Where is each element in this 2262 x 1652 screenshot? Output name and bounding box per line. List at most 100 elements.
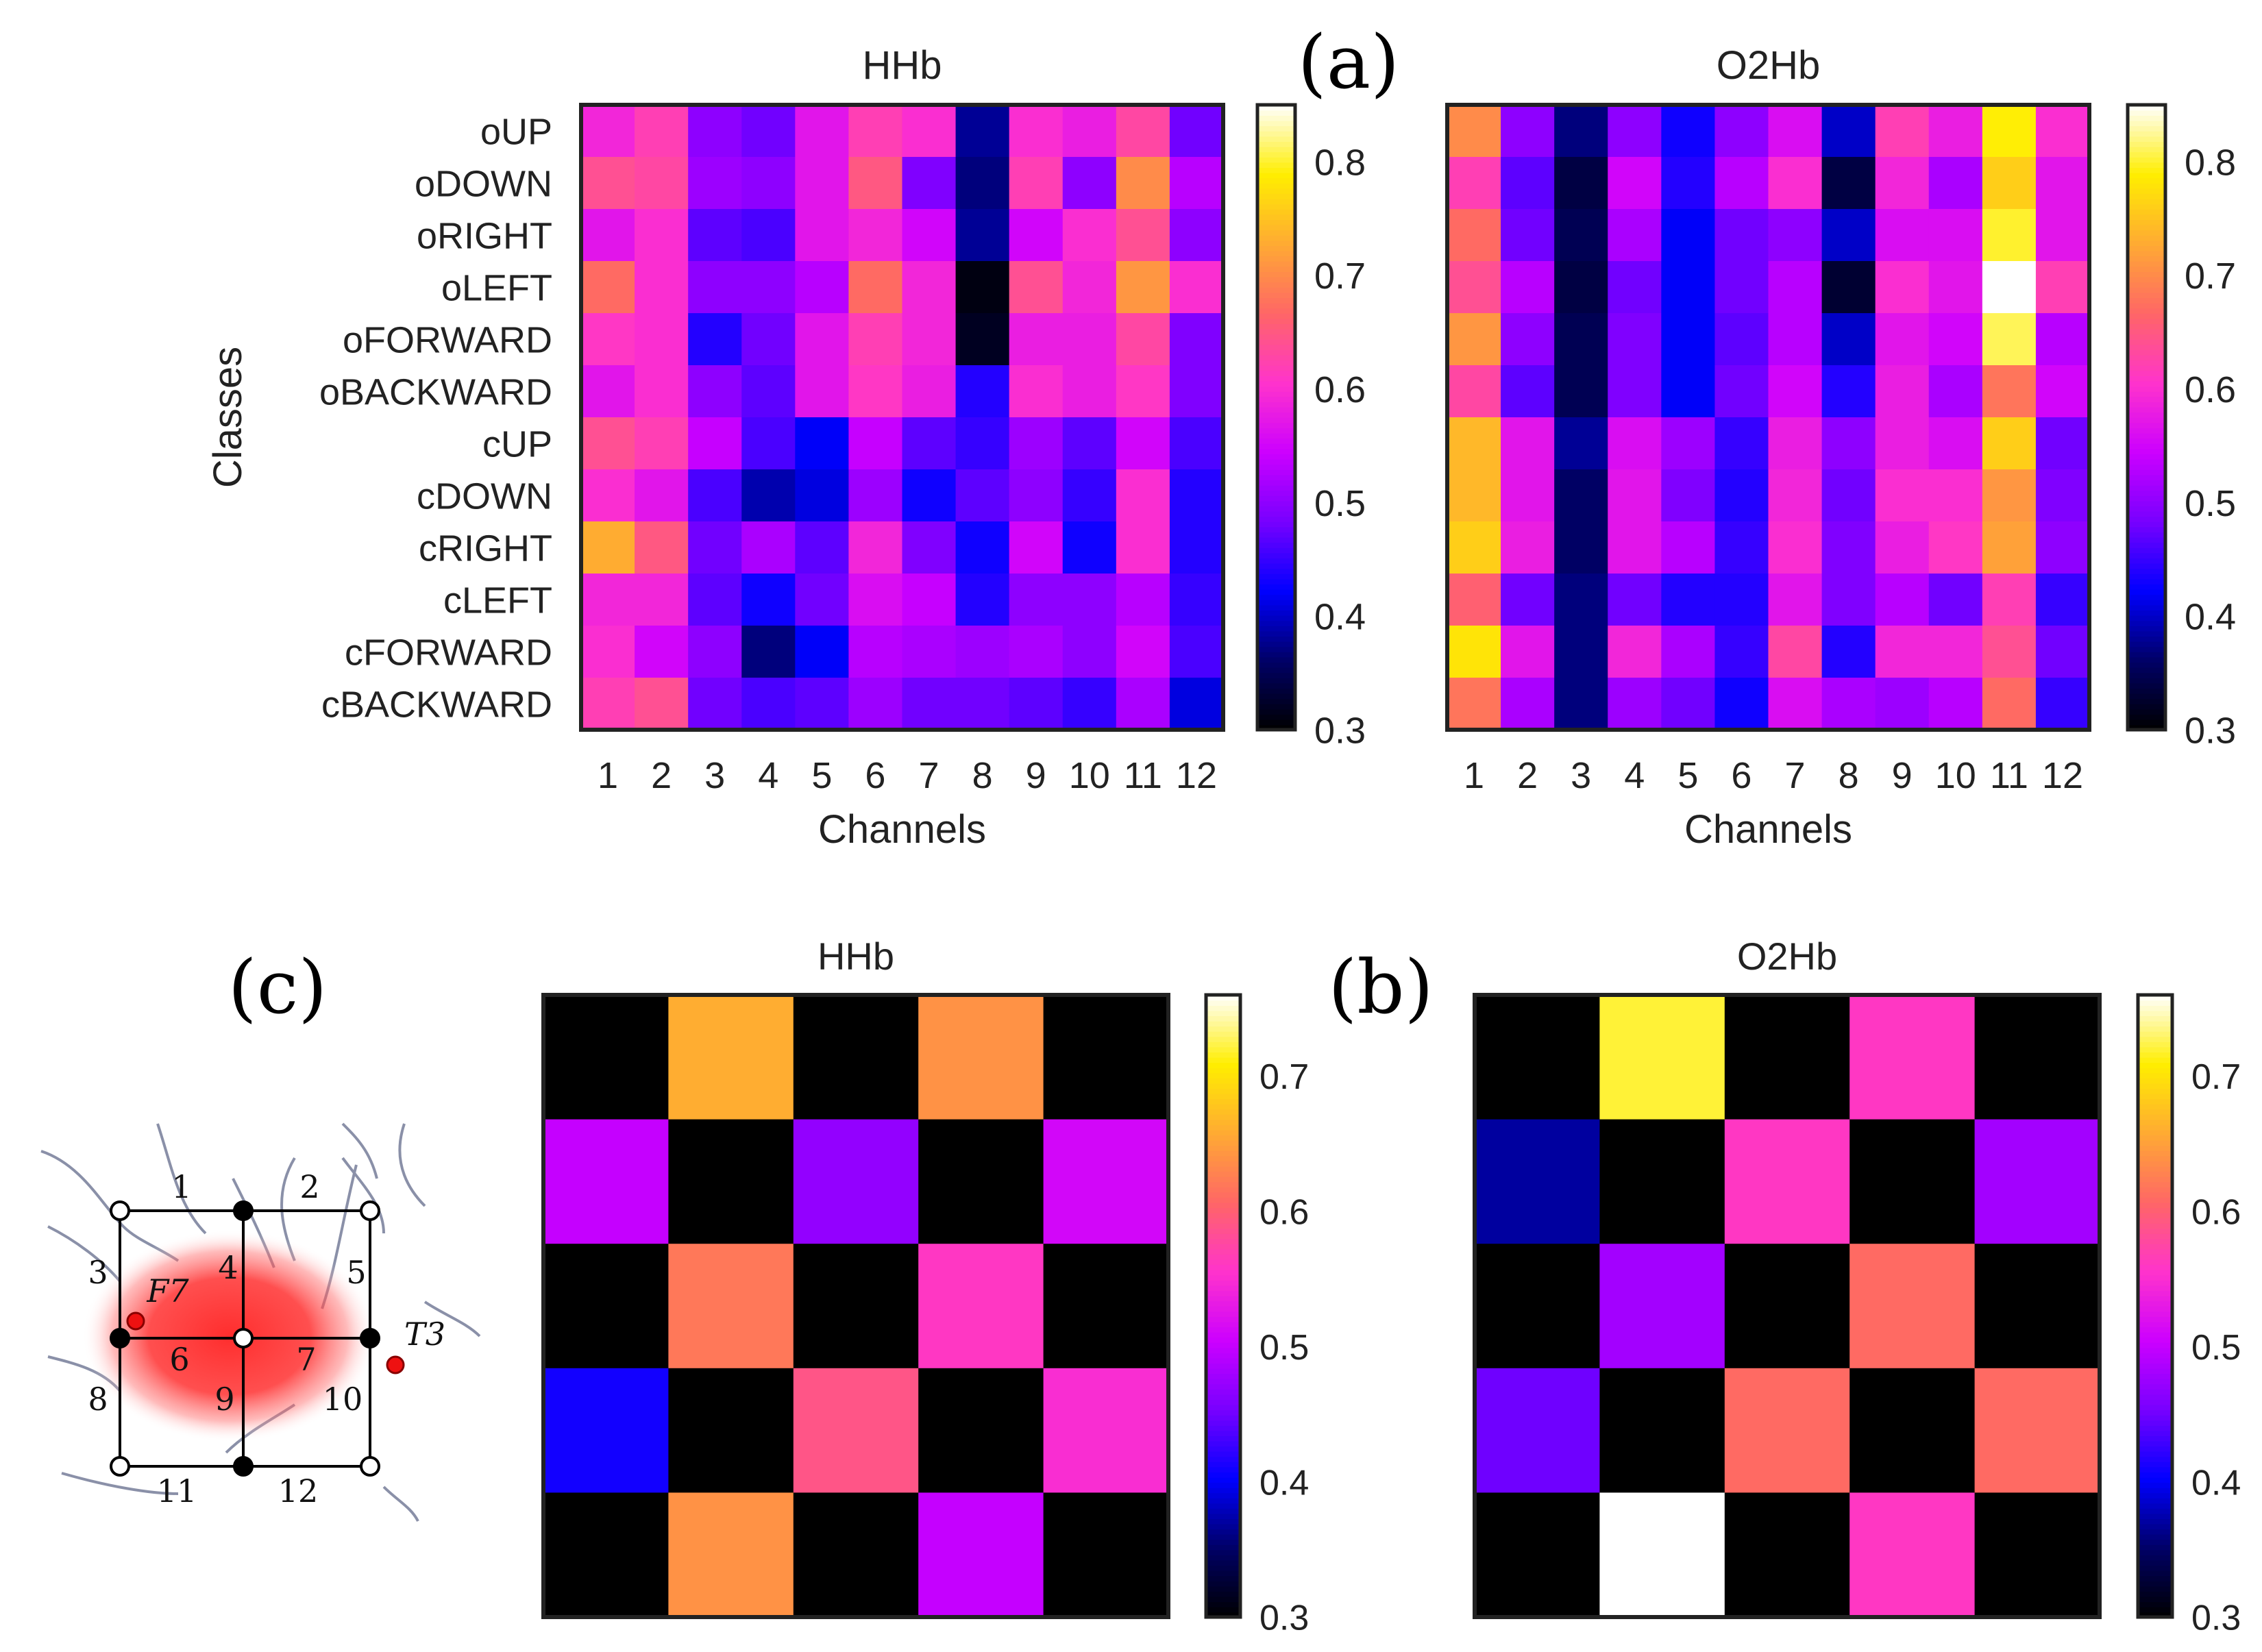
colorbar-segment — [1206, 1321, 1240, 1328]
y-tick-label: cLEFT — [443, 580, 552, 621]
heatmap-cell — [1875, 521, 1930, 574]
colorbar-segment — [2128, 245, 2165, 251]
colorbar-segment — [2128, 292, 2165, 298]
colorbar-segment — [1257, 662, 1295, 668]
colorbar-segment — [1206, 1523, 1240, 1530]
heatmap-cell — [1169, 678, 1224, 730]
heatmap-cell — [1714, 209, 1769, 262]
y-tick-label: oBACKWARD — [319, 371, 552, 412]
colorbar-segment — [1206, 1026, 1240, 1032]
heatmap-cell — [1982, 105, 2037, 158]
colorbar-segment — [1257, 526, 1295, 532]
heatmap-cell — [543, 1119, 669, 1244]
heatmap-cell — [1661, 574, 1716, 626]
colorbar-segment — [2128, 151, 2165, 158]
plot-frame — [541, 993, 1170, 1619]
colorbar-segment — [1206, 1404, 1240, 1411]
colorbar-segment — [2128, 349, 2165, 356]
heatmap-cell — [1608, 469, 1662, 522]
colorbar-segment — [1257, 547, 1295, 554]
heatmap-cell — [741, 626, 796, 678]
x-tick-label: 5 — [1677, 755, 1698, 796]
colorbar-frame — [2126, 103, 2167, 732]
colorbar-segment — [2138, 1363, 2172, 1369]
colorbar-segment — [1257, 537, 1295, 543]
colorbar-segment — [1206, 1503, 1240, 1509]
heatmap-cell — [1169, 626, 1224, 678]
colorbar-segment — [2128, 693, 2165, 700]
heatmap-cell — [1661, 521, 1716, 574]
colorbar-segment — [1257, 510, 1295, 517]
heatmap-cell — [1875, 574, 1930, 626]
colorbar-tick-label: 0.3 — [1314, 710, 1366, 751]
colorbar-tick-label: 0.7 — [2191, 1057, 2241, 1097]
heatmap-cell — [1116, 521, 1170, 574]
heatmap-cell — [688, 678, 742, 730]
x-tick-label: 9 — [1892, 755, 1913, 796]
plot-frame — [579, 103, 1225, 732]
colorbar-segment — [2128, 302, 2165, 309]
colorbar-segment — [2138, 1565, 2172, 1571]
colorbar-segment — [2128, 714, 2165, 720]
heatmap-cell — [1062, 105, 1117, 158]
heatmap-cell — [1768, 678, 1823, 730]
colorbar-segment — [2128, 146, 2165, 153]
colorbar-segment — [1206, 1010, 1240, 1017]
colorbar-segment — [1257, 230, 1295, 236]
colorbar-segment — [2138, 1409, 2172, 1416]
heatmap-cell — [918, 1244, 1044, 1369]
colorbar-tick-label: 0.4 — [1314, 597, 1366, 638]
colorbar-segment — [2128, 422, 2165, 428]
colorbar-segment — [2138, 1093, 2172, 1100]
heatmap-cell — [1447, 678, 1501, 730]
colorbar-segment — [2138, 1306, 2172, 1312]
heatmap-cell — [635, 469, 689, 522]
heatmap-cell — [1821, 209, 1876, 262]
colorbar-segment — [2128, 620, 2165, 626]
colorbar-segment — [2138, 1290, 2172, 1296]
colorbar-segment — [1257, 120, 1295, 127]
heatmap-cell — [1928, 417, 1983, 470]
colorbar-segment — [2138, 1036, 2172, 1042]
heatmap-cell — [741, 678, 796, 730]
colorbar-segment — [2138, 1129, 2172, 1136]
heatmap-cell — [581, 105, 635, 158]
heatmap-cell — [1849, 1492, 1976, 1618]
colorbar-segment — [2128, 141, 2165, 147]
detector-optode — [233, 1456, 254, 1477]
colorbar-segment — [1257, 480, 1295, 486]
colorbar-segment — [1206, 1088, 1240, 1094]
heatmap-cell — [955, 521, 1010, 574]
colorbar-segment — [1257, 204, 1295, 210]
colorbar-segment — [2138, 1353, 2172, 1359]
heatmap-cell — [635, 209, 689, 262]
colorbar-segment — [2128, 526, 2165, 532]
colorbar-segment — [1206, 1295, 1240, 1302]
colorbar-segment — [1257, 454, 1295, 460]
colorbar-segment — [2138, 1466, 2172, 1472]
heatmap-cell — [1714, 417, 1769, 470]
colorbar-segment — [1206, 1083, 1240, 1089]
colorbar-segment — [2138, 1316, 2172, 1322]
colorbar-segment — [2128, 552, 2165, 558]
y-tick-label: oFORWARD — [343, 319, 552, 360]
heatmap-cell — [581, 261, 635, 314]
colorbar-segment — [2128, 386, 2165, 392]
heatmap-cell — [955, 209, 1010, 262]
colorbar-segment — [1257, 636, 1295, 642]
colorbar-segment — [1257, 328, 1295, 335]
colorbar-segment — [1257, 334, 1295, 340]
heatmap-cell — [1849, 1368, 1976, 1493]
colorbar-segment — [1257, 626, 1295, 632]
heatmap-cell — [1928, 313, 1983, 366]
heatmap-cell — [1982, 313, 2037, 366]
heatmap-cell — [543, 1368, 669, 1493]
colorbar-segment — [2128, 354, 2165, 361]
colorbar-segment — [1206, 1353, 1240, 1359]
colorbar-segment — [1206, 1036, 1240, 1042]
heatmap-cell — [581, 626, 635, 678]
colorbar-segment — [2128, 334, 2165, 340]
channel-label: 9 — [214, 1381, 234, 1418]
heatmap-cell — [1982, 417, 2037, 470]
